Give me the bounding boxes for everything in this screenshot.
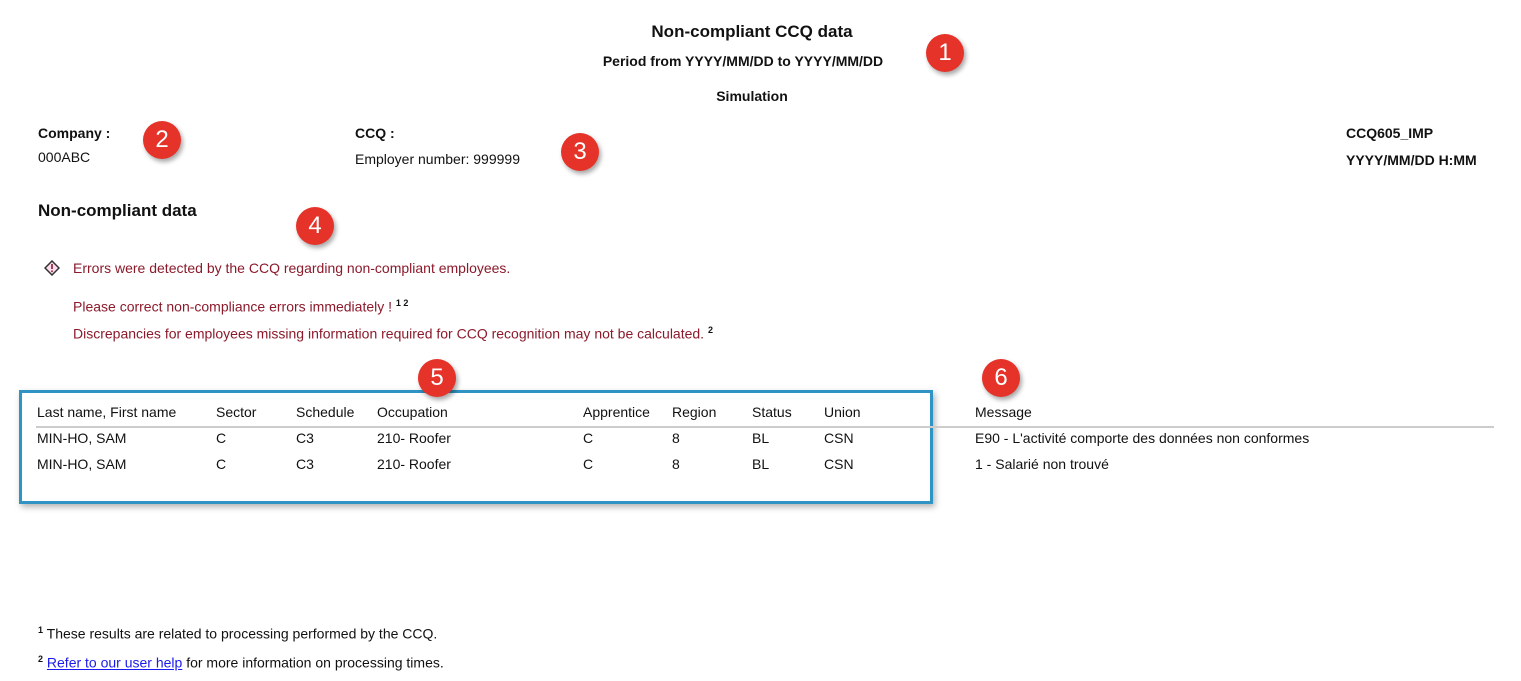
report-datetime: YYYY/MM/DD H:MM <box>1346 152 1477 168</box>
cell-region: 8 <box>672 430 680 446</box>
col-message: Message <box>975 404 1032 420</box>
col-schedule: Schedule <box>296 404 355 420</box>
company-value: 000ABC <box>38 149 91 165</box>
col-region: Region <box>672 404 717 420</box>
section-title: Non-compliant data <box>38 201 197 220</box>
error-line-2: Discrepancies for employees missing info… <box>73 325 713 342</box>
cell-sector: C <box>216 456 227 472</box>
col-occupation: Occupation <box>377 404 448 420</box>
cell-schedule: C3 <box>296 456 314 472</box>
report-code: CCQ605_IMP <box>1346 125 1434 141</box>
warning-icon <box>44 260 60 276</box>
cell-name: MIN-HO, SAM <box>37 430 127 446</box>
cell-apprentice: C <box>583 456 594 472</box>
col-status: Status <box>752 404 792 420</box>
cell-apprentice: C <box>583 430 594 446</box>
cell-occupation: 210- Roofer <box>377 430 451 446</box>
cell-status: BL <box>752 456 770 472</box>
report-period: Period from YYYY/MM/DD to YYYY/MM/DD <box>602 53 884 69</box>
error-alert: Errors were detected by the CCQ regardin… <box>73 260 511 276</box>
cell-status: BL <box>752 430 770 446</box>
col-union: Union <box>824 404 861 420</box>
employer-number: Employer number: 999999 <box>355 151 520 167</box>
highlight-box <box>19 390 933 504</box>
callout-badge-5: 5 <box>418 359 456 397</box>
report-mode: Simulation <box>716 88 788 104</box>
cell-name: MIN-HO, SAM <box>37 456 127 472</box>
cell-union: CSN <box>824 430 854 446</box>
cell-schedule: C3 <box>296 430 314 446</box>
col-sector: Sector <box>216 404 257 420</box>
callout-badge-2: 2 <box>143 121 181 159</box>
report-title: Non-compliant CCQ data <box>651 22 853 41</box>
cell-occupation: 210- Roofer <box>377 456 451 472</box>
col-apprentice: Apprentice <box>583 404 650 420</box>
user-help-link[interactable]: Refer to our user help <box>46 654 183 671</box>
ccq-label: CCQ : <box>355 125 395 141</box>
cell-message: E90 - L'activité comporte des données no… <box>975 430 1310 446</box>
callout-badge-4: 4 <box>296 207 334 245</box>
callout-badge-1: 1 <box>926 34 964 72</box>
cell-region: 8 <box>672 456 680 472</box>
cell-union: CSN <box>824 456 854 472</box>
error-line-1: Please correct non-compliance errors imm… <box>73 298 409 315</box>
cell-sector: C <box>216 430 227 446</box>
footnote-1: 1 These results are related to processin… <box>38 625 438 642</box>
table-header-divider <box>36 426 1494 428</box>
callout-badge-3: 3 <box>561 133 599 171</box>
callout-badge-6: 6 <box>982 359 1020 397</box>
footnote-2: 2 Refer to our user help for more inform… <box>38 654 444 671</box>
col-name: Last name, First name <box>37 404 177 420</box>
company-label: Company : <box>38 125 111 141</box>
cell-message: 1 - Salarié non trouvé <box>975 456 1109 472</box>
